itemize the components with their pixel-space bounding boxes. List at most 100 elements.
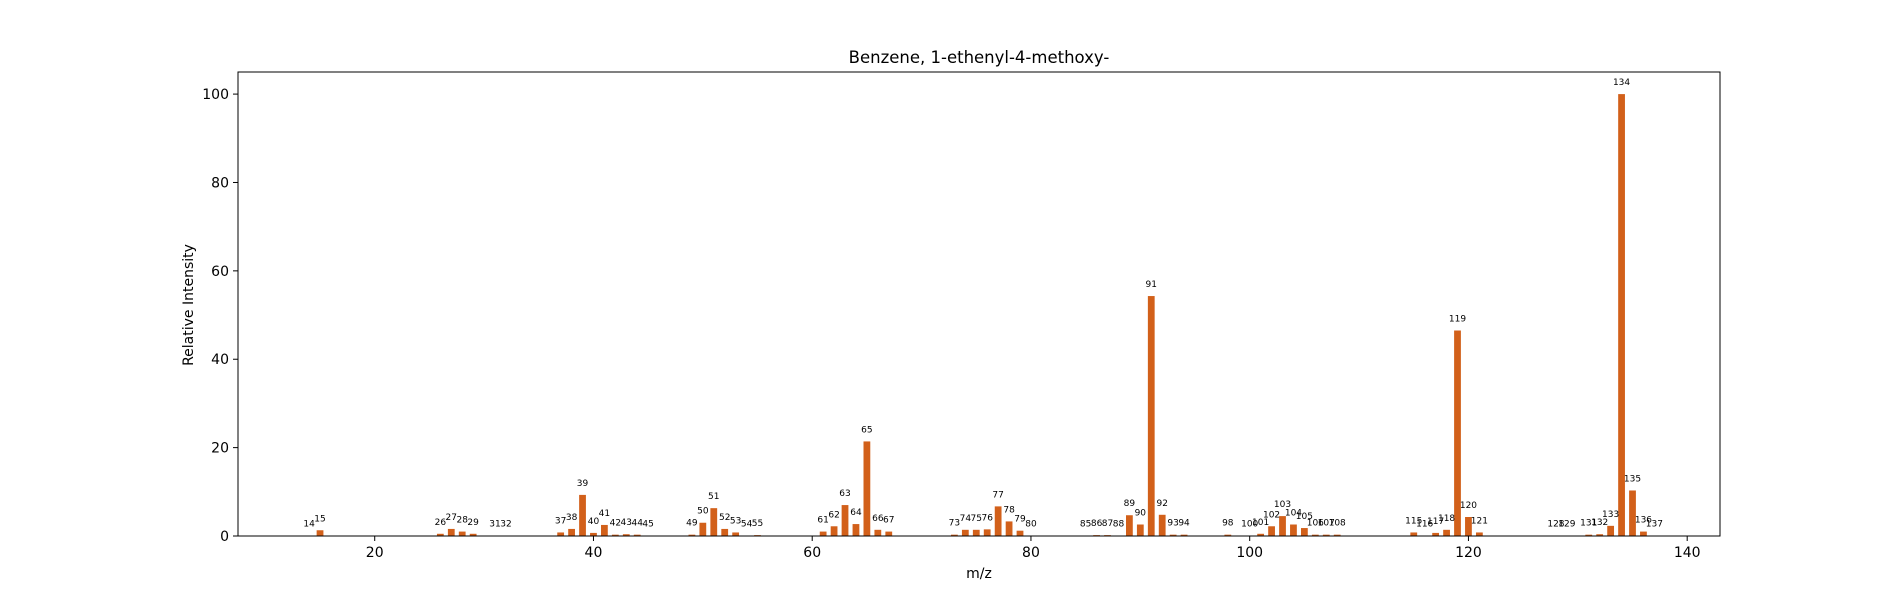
bar-mz-75 xyxy=(972,529,980,536)
bar-label-mz-134: 134 xyxy=(1613,78,1630,88)
bar-mz-76 xyxy=(983,529,991,536)
bar-mz-26 xyxy=(436,533,444,536)
bar-mz-90 xyxy=(1136,524,1144,536)
bar-label-mz-137: 137 xyxy=(1646,520,1663,530)
bar-mz-73 xyxy=(951,534,958,536)
bar-label-mz-66: 66 xyxy=(872,514,884,524)
bar-label-mz-26: 26 xyxy=(435,518,447,528)
bar-mz-106 xyxy=(1311,534,1319,536)
bar-mz-131 xyxy=(1585,534,1593,536)
bar-mz-28 xyxy=(458,531,466,536)
bar-label-mz-136: 136 xyxy=(1635,516,1652,526)
bar-label-mz-51: 51 xyxy=(708,492,719,502)
bar-label-mz-28: 28 xyxy=(456,516,468,526)
chart-title: Benzene, 1-ethenyl-4-methoxy- xyxy=(849,48,1110,67)
bar-mz-107 xyxy=(1322,534,1330,536)
bar-mz-117 xyxy=(1432,532,1440,536)
bar-label-mz-87: 87 xyxy=(1102,519,1113,529)
bar-mz-38 xyxy=(568,528,575,536)
bar-label-mz-63: 63 xyxy=(839,489,850,499)
bar-label-mz-118: 118 xyxy=(1438,514,1455,524)
x-tick-label-60: 60 xyxy=(803,545,821,561)
bar-label-mz-45: 45 xyxy=(642,520,653,530)
bar-label-mz-77: 77 xyxy=(992,490,1003,500)
bar-mz-91 xyxy=(1147,296,1155,536)
bar-mz-92 xyxy=(1158,514,1166,536)
bar-mz-93 xyxy=(1169,534,1177,536)
bar-mz-118 xyxy=(1443,529,1450,536)
bars-layer xyxy=(305,94,1658,536)
bar-label-mz-108: 108 xyxy=(1329,519,1346,529)
x-tick-label-40: 40 xyxy=(585,545,603,561)
bar-mz-37 xyxy=(557,532,565,536)
bar-label-mz-41: 41 xyxy=(599,509,610,519)
bar-mz-98 xyxy=(1224,534,1232,536)
bar-mz-105 xyxy=(1300,528,1308,536)
bar-mz-79 xyxy=(1016,530,1024,536)
bar-mz-78 xyxy=(1005,521,1013,536)
bar-label-mz-29: 29 xyxy=(467,518,479,528)
x-axis-label: m/z xyxy=(966,566,992,582)
bar-mz-43 xyxy=(622,534,630,536)
bar-label-mz-43: 43 xyxy=(621,518,632,528)
bar-label-mz-94: 94 xyxy=(1178,519,1190,529)
bar-mz-103 xyxy=(1279,516,1286,536)
bar-mz-15 xyxy=(316,530,324,536)
bar-mz-61 xyxy=(819,531,827,536)
y-axis-label: Relative Intensity xyxy=(181,244,197,366)
bar-label-mz-49: 49 xyxy=(686,519,698,529)
bar-label-mz-38: 38 xyxy=(566,513,578,523)
bar-label-mz-73: 73 xyxy=(949,519,960,529)
x-tick-label-140: 140 xyxy=(1674,545,1701,561)
bar-label-mz-107: 107 xyxy=(1318,519,1335,529)
bar-mz-65 xyxy=(863,441,871,536)
bar-label-mz-115: 115 xyxy=(1405,516,1422,526)
bar-label-mz-103: 103 xyxy=(1274,500,1291,510)
bar-label-mz-32: 32 xyxy=(500,520,511,530)
bar-label-mz-91: 91 xyxy=(1146,280,1157,290)
bar-label-mz-80: 80 xyxy=(1025,520,1037,530)
y-tick-label-40: 40 xyxy=(211,352,229,368)
bar-label-mz-106: 106 xyxy=(1307,519,1324,529)
bar-label-mz-44: 44 xyxy=(631,519,643,529)
bar-label-mz-62: 62 xyxy=(828,510,839,520)
bar-mz-39 xyxy=(579,494,586,536)
bar-label-mz-92: 92 xyxy=(1156,499,1167,509)
bar-label-mz-93: 93 xyxy=(1167,519,1178,529)
bar-mz-41 xyxy=(601,524,608,536)
bar-mz-135 xyxy=(1629,490,1636,536)
bar-mz-40 xyxy=(590,532,597,536)
bar-label-mz-61: 61 xyxy=(817,516,828,526)
y-tick-label-60: 60 xyxy=(211,264,229,280)
bar-label-mz-39: 39 xyxy=(577,479,589,489)
bar-mz-63 xyxy=(841,505,849,536)
bar-mz-121 xyxy=(1475,532,1483,536)
bar-label-mz-121: 121 xyxy=(1471,516,1488,526)
bar-mz-74 xyxy=(961,529,969,536)
bar-label-mz-74: 74 xyxy=(960,514,972,524)
bar-mz-50 xyxy=(699,522,707,536)
bar-mz-115 xyxy=(1410,532,1418,536)
y-tick-label-20: 20 xyxy=(211,441,229,457)
x-tick-label-100: 100 xyxy=(1236,545,1263,561)
bar-label-mz-135: 135 xyxy=(1624,474,1641,484)
bar-label-mz-101: 101 xyxy=(1252,518,1269,528)
axes-layer: 20 40 60 80 100 120 140 0 20 40 60 80 100 xyxy=(202,87,1700,561)
bar-label-mz-53: 53 xyxy=(730,516,741,526)
bar-mz-132 xyxy=(1596,534,1604,536)
bar-mz-66 xyxy=(874,529,882,536)
bar-mz-133 xyxy=(1607,525,1615,536)
bar-label-mz-88: 88 xyxy=(1113,520,1125,530)
bar-label-mz-27: 27 xyxy=(446,513,457,523)
bar-mz-27 xyxy=(447,528,455,536)
bar-mz-108 xyxy=(1333,534,1341,536)
bar-label-mz-128: 128 xyxy=(1547,520,1564,530)
bar-label-mz-67: 67 xyxy=(883,516,894,526)
bar-label-mz-89: 89 xyxy=(1124,499,1136,509)
y-tick-label-0: 0 xyxy=(220,529,229,545)
bar-label-mz-52: 52 xyxy=(719,513,730,523)
bar-label-mz-86: 86 xyxy=(1091,519,1103,529)
bar-label-mz-100: 100 xyxy=(1241,520,1258,530)
bar-mz-51 xyxy=(710,508,718,536)
